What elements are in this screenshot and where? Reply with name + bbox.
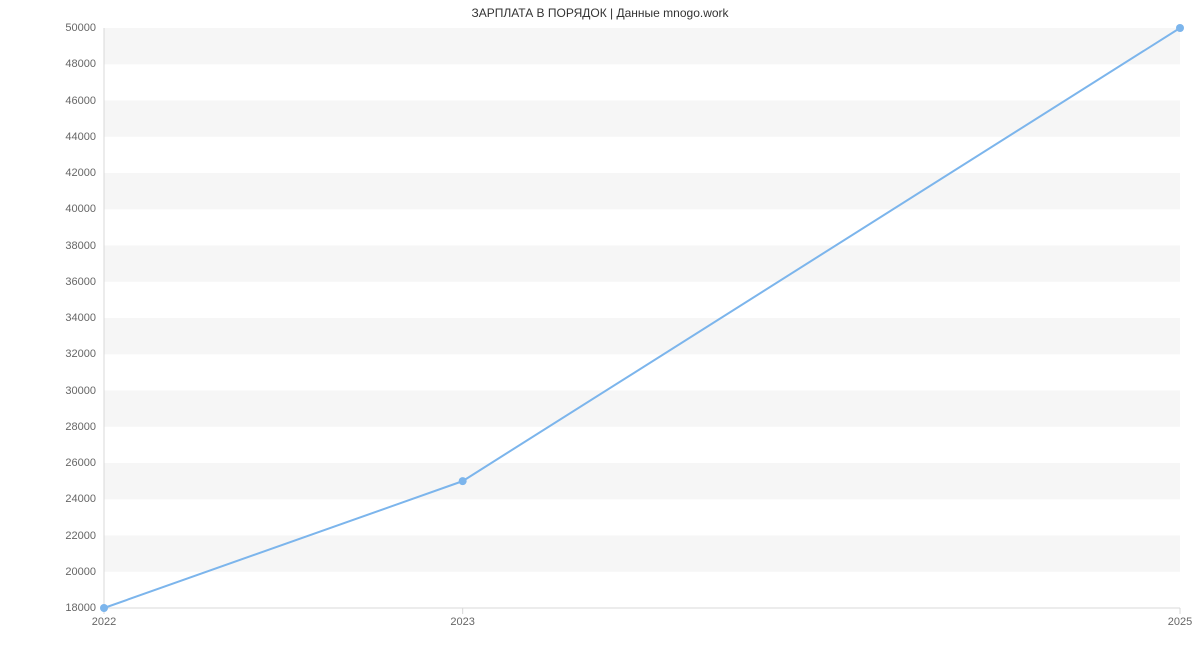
x-tick-label: 2025 [1168, 608, 1192, 628]
plot-area: 1800020000220002400026000280003000032000… [104, 28, 1180, 608]
y-tick-label: 46000 [65, 95, 104, 107]
y-tick-label: 34000 [65, 312, 104, 324]
y-tick-label: 44000 [65, 131, 104, 143]
y-tick-label: 36000 [65, 276, 104, 288]
x-tick-label: 2022 [92, 608, 116, 628]
y-tick-label: 30000 [65, 385, 104, 397]
chart-title: ЗАРПЛАТА В ПОРЯДОК | Данные mnogo.work [0, 6, 1200, 20]
y-tick-label: 32000 [65, 348, 104, 360]
y-tick-label: 28000 [65, 421, 104, 433]
y-tick-label: 22000 [65, 530, 104, 542]
y-tick-label: 40000 [65, 203, 104, 215]
data-point[interactable] [1176, 24, 1184, 32]
y-tick-label: 20000 [65, 566, 104, 578]
y-tick-label: 38000 [65, 240, 104, 252]
plot-svg [104, 28, 1180, 608]
salary-line-chart: ЗАРПЛАТА В ПОРЯДОК | Данные mnogo.work 1… [0, 0, 1200, 650]
y-tick-label: 24000 [65, 493, 104, 505]
data-point[interactable] [459, 477, 467, 485]
y-tick-label: 42000 [65, 167, 104, 179]
y-tick-label: 48000 [65, 58, 104, 70]
y-tick-label: 26000 [65, 457, 104, 469]
x-tick-label: 2023 [450, 608, 474, 628]
y-tick-label: 50000 [65, 22, 104, 34]
